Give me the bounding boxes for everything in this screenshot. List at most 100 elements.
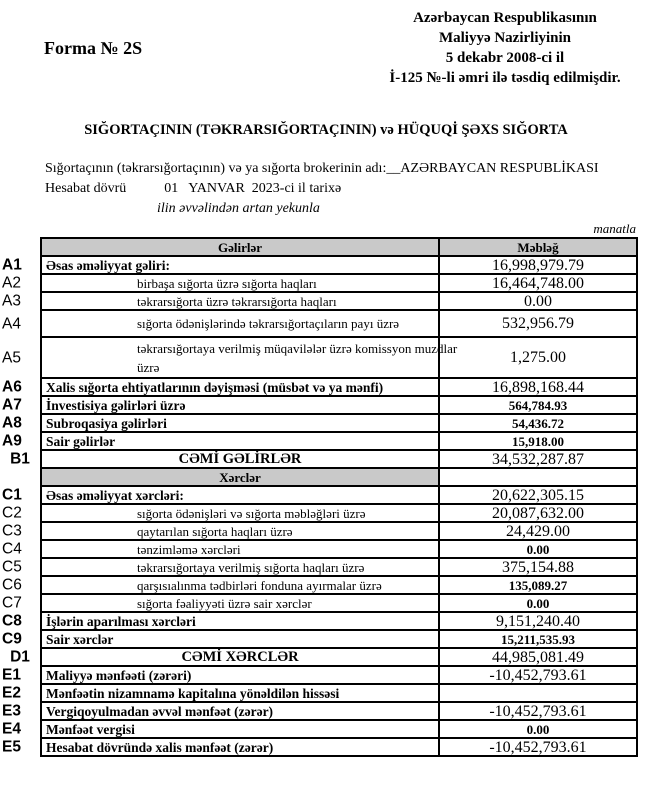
row-code: C6 bbox=[2, 576, 22, 594]
row-label: sığorta ödənişlərində təkrarsığortaçılar… bbox=[137, 316, 400, 331]
table-row: A8 Subroqasiya gəlirləri 54,436.72 bbox=[2, 413, 638, 433]
row-code: E5 bbox=[2, 738, 21, 756]
row-label: təkrarsığortaya verilmiş müqavilələr üzr… bbox=[137, 340, 458, 375]
row-code: C1 bbox=[2, 486, 22, 504]
approval-line: 5 dekabr 2008-ci il bbox=[445, 50, 565, 66]
table-row: A5 təkrarsığortaya verilmiş müqavilələr ü… bbox=[2, 336, 638, 379]
row-label: sığorta fəaliyyəti üzrə sair xərclər bbox=[137, 595, 312, 611]
row-label-cell: A8 Subroqasiya gəlirləri bbox=[2, 413, 440, 433]
row-value: 15,918.00 bbox=[438, 431, 638, 451]
table-row: E4 Mənfəət vergisi 0.00 bbox=[2, 719, 638, 739]
row-label-cell: E2 Mənfəətin nizamnamə kapitalına yönəldi… bbox=[2, 683, 440, 703]
row-label: Xərclər bbox=[219, 469, 261, 485]
row-label-cell: C7 sığorta fəaliyyəti üzrə sair xərclər bbox=[2, 593, 440, 613]
row-label-cell: A6 Xalis sığorta ehtiyatlarının dəyişməsi… bbox=[2, 377, 440, 397]
row-code: B1 bbox=[10, 450, 30, 468]
approval-line: İ-125 №-li əmri ilə təsdiq edilmişdir. bbox=[389, 70, 621, 86]
row-value: 15,211,535.93 bbox=[438, 629, 638, 649]
row-label: Əsas əməliyyat xərcləri: bbox=[46, 487, 184, 503]
row-label: İnvestisiya gəlirləri üzrə bbox=[46, 397, 186, 413]
row-label: təkrarsığorta üzrə təkrarsığorta haqları bbox=[137, 293, 337, 309]
row-code: C9 bbox=[2, 630, 22, 648]
row-label: Vergiqoyulmadan əvvəl mənfəət (zərər) bbox=[46, 703, 274, 719]
row-label-cell: C2 sığorta ödənişləri və sığorta məbləğlə… bbox=[2, 503, 440, 523]
row-code: C8 bbox=[2, 612, 22, 630]
row-value: 0.00 bbox=[438, 539, 638, 559]
row-label-cell: A4 sığorta ödənişlərində təkrarsığortaçıl… bbox=[2, 309, 440, 338]
table-row: E5 Hesabat dövründə xalis mənfəət (zərər)… bbox=[2, 737, 638, 757]
row-label: Hesabat dövründə xalis mənfəət (zərər) bbox=[46, 739, 274, 755]
row-code: A1 bbox=[2, 256, 22, 274]
row-code: C7 bbox=[2, 594, 22, 612]
row-label: Sair gəlirlər bbox=[46, 433, 116, 449]
row-label: tənzimləmə xərcləri bbox=[137, 541, 241, 557]
table-row: B1 CƏMİ GƏLİRLƏR 34,532,287.87 bbox=[10, 449, 638, 469]
table-row: C4 tənzimləmə xərcləri 0.00 bbox=[2, 539, 638, 559]
row-value: 16,898,168.44 bbox=[438, 377, 638, 397]
document-title: SIĞORTAÇININ (TƏKRARSIĞORTAÇININ) və HÜQ… bbox=[84, 122, 568, 138]
row-label: Mənfəət vergisi bbox=[46, 721, 135, 737]
row-label: qarşısıalınma tədbirləri fonduna ayırmal… bbox=[137, 577, 382, 593]
approval-line: Maliyyə Nazirliyinin bbox=[438, 30, 572, 46]
row-code: E1 bbox=[2, 666, 21, 684]
row-code: A4 bbox=[2, 315, 21, 332]
row-label: Sair xərclər bbox=[46, 631, 114, 647]
row-value: 44,985,081.49 bbox=[438, 647, 638, 667]
row-code: A8 bbox=[2, 414, 22, 432]
row-code: A3 bbox=[2, 292, 21, 310]
row-label: Əsas əməliyyat gəliri: bbox=[46, 257, 170, 273]
row-label-cell: E3 Vergiqoyulmadan əvvəl mənfəət (zərər) bbox=[2, 701, 440, 721]
row-value: 135,089.27 bbox=[438, 575, 638, 595]
row-label-cell: D1 CƏMİ XƏRCLƏR bbox=[10, 647, 440, 667]
row-label: sığorta ödənişləri və sığorta məbləğləri… bbox=[137, 505, 366, 521]
table-row: C3 qaytarılan sığorta haqları üzrə 24,429.… bbox=[2, 521, 638, 541]
period-label: Hesabat dövrü bbox=[45, 181, 127, 196]
row-value bbox=[438, 683, 638, 703]
row-label: Maliyyə mənfəəti (zərəri) bbox=[46, 667, 192, 683]
row-code: C2 bbox=[2, 504, 22, 522]
table-row: C1 Əsas əməliyyat xərcləri: 20,622,305.15 bbox=[2, 485, 638, 505]
row-label-cell: A7 İnvestisiya gəlirləri üzrə bbox=[2, 395, 440, 415]
table-row: C2 sığorta ödənişləri və sığorta məbləğlə… bbox=[2, 503, 638, 523]
row-label: CƏMİ XƏRCLƏR bbox=[181, 648, 299, 665]
row-label-cell: A9 Sair gəlirlər bbox=[2, 431, 440, 451]
row-code: E2 bbox=[2, 684, 21, 702]
table-row: E2 Mənfəətin nizamnamə kapitalına yönəldi… bbox=[2, 683, 638, 703]
table-row: D1 CƏMİ XƏRCLƏR 44,985,081.49 bbox=[10, 647, 638, 667]
row-value: 34,532,287.87 bbox=[438, 449, 638, 469]
row-value bbox=[438, 467, 638, 487]
row-value: 0.00 bbox=[438, 291, 638, 311]
cumulative-note: ilin əvvəlindən artan yekunla bbox=[157, 201, 320, 216]
row-label: CƏMİ GƏLİRLƏR bbox=[178, 450, 302, 467]
row-label-cell: C5 təkrarsığortaya verilmiş sığorta haqla… bbox=[2, 557, 440, 577]
row-value: 375,154.88 bbox=[438, 557, 638, 577]
row-code: C3 bbox=[2, 522, 22, 540]
row-label: birbaşa sığorta üzrə sığorta haqları bbox=[137, 275, 317, 291]
row-label-cell: B1 CƏMİ GƏLİRLƏR bbox=[10, 449, 440, 469]
row-value: 20,087,632.00 bbox=[438, 503, 638, 523]
row-value: 532,956.79 bbox=[438, 309, 638, 338]
table-row: A4 sığorta ödənişlərində təkrarsığortaçıl… bbox=[2, 309, 638, 338]
row-value: 1,275.00 bbox=[438, 336, 638, 379]
row-value: 16,464,748.00 bbox=[438, 273, 638, 293]
table-row: A1 Əsas əməliyyat gəliri: 16,998,979.79 bbox=[2, 255, 638, 275]
row-label: Mənfəətin nizamnamə kapitalına yönəldilə… bbox=[46, 685, 340, 701]
row-value: -10,452,793.61 bbox=[438, 701, 638, 721]
table-row: C7 sığorta fəaliyyəti üzrə sair xərclər 0.… bbox=[2, 593, 638, 613]
insurer-name-value: __AZƏRBAYCAN RESPUBLİKASI bbox=[386, 161, 599, 176]
row-label: Subroqasiya gəlirləri bbox=[46, 415, 167, 431]
table-row: A9 Sair gəlirlər 15,918.00 bbox=[2, 431, 638, 451]
table-row: C6 qarşısıalınma tədbirləri fonduna ayırm… bbox=[2, 575, 638, 595]
row-label-cell: C8 İşlərin aparılması xərcləri bbox=[2, 611, 440, 631]
row-label-cell: C9 Sair xərclər bbox=[2, 629, 440, 649]
row-value: 24,429.00 bbox=[438, 521, 638, 541]
table-row: E3 Vergiqoyulmadan əvvəl mənfəət (zərər) -… bbox=[2, 701, 638, 721]
table-row: A3 təkrarsığorta üzrə təkrarsığorta haqla… bbox=[2, 291, 638, 311]
row-value: 9,151,240.40 bbox=[438, 611, 638, 631]
row-value: 0.00 bbox=[438, 593, 638, 613]
row-code: D1 bbox=[10, 648, 30, 666]
row-label-cell: C4 tənzimləmə xərcləri bbox=[2, 539, 440, 559]
row-label-cell: C6 qarşısıalınma tədbirləri fonduna ayırm… bbox=[2, 575, 440, 595]
table-row: C5 təkrarsığortaya verilmiş sığorta haqla… bbox=[2, 557, 638, 577]
row-value: 54,436.72 bbox=[438, 413, 638, 433]
